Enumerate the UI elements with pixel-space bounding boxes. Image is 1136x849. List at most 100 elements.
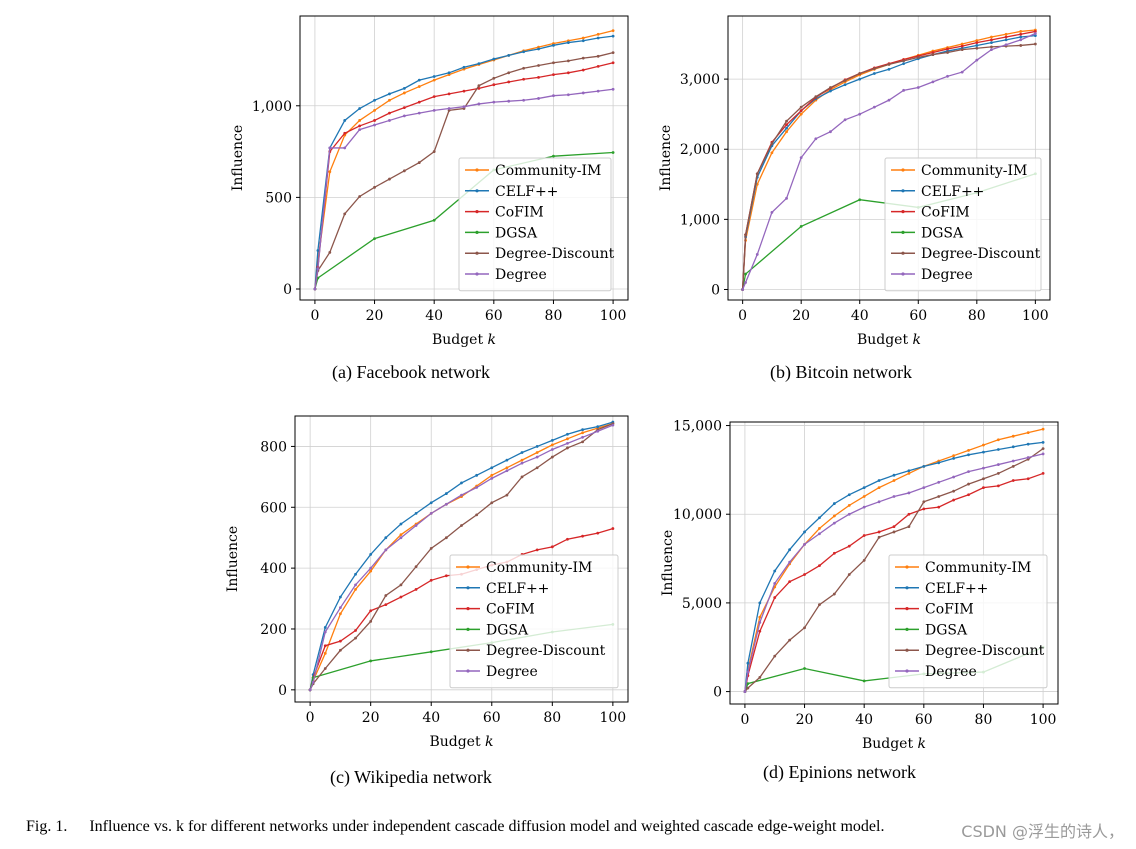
point-community-im (432, 78, 436, 82)
point-degree (931, 80, 935, 84)
point-cofim (462, 89, 466, 93)
point-celf (505, 458, 509, 462)
point-degree-discount (535, 466, 539, 470)
point-degree (432, 108, 436, 112)
y-axis-label: Influence (660, 530, 676, 596)
point-cofim (922, 507, 926, 511)
legend-label-cofim: CoFIM (486, 602, 535, 618)
point-celf (552, 43, 555, 47)
point-community-im (328, 170, 332, 174)
y-tick-label: 400 (260, 561, 287, 577)
point-degree-discount (323, 667, 327, 670)
point-degree (475, 486, 479, 489)
point-degree (1026, 456, 1030, 459)
point-community-im (566, 437, 569, 441)
point-degree (832, 521, 836, 525)
watermark: CSDN @浮生的诗人， (961, 822, 1124, 841)
x-tick-label: 60 (483, 710, 501, 726)
point-degree (343, 146, 347, 150)
point-degree-discount (388, 177, 391, 181)
point-cofim (444, 574, 448, 578)
point-degree (872, 105, 876, 109)
point-celf (535, 445, 539, 448)
point-celf (982, 450, 985, 454)
legend-marker-dgsa (466, 627, 470, 631)
point-cofim (550, 545, 554, 549)
point-degree-discount (872, 67, 876, 70)
point-celf (323, 626, 327, 629)
point-celf (358, 107, 362, 110)
point-degree-discount (803, 626, 806, 630)
legend-label-degree-discount: Degree-Discount (495, 246, 615, 262)
point-dgsa (611, 151, 615, 154)
point-degree-discount (902, 59, 906, 63)
legend-label-degree: Degree (486, 664, 538, 680)
point-degree (490, 476, 494, 480)
point-cofim (596, 531, 600, 535)
x-tick-label: 60 (485, 308, 503, 324)
point-cofim (384, 603, 388, 607)
point-degree-discount (877, 535, 881, 539)
point-degree-discount (490, 501, 494, 505)
point-degree-discount (967, 482, 970, 486)
point-cofim (417, 100, 421, 104)
figure-caption-text: Influence vs. k for different networks u… (89, 818, 885, 835)
series-line-cofim (314, 62, 614, 290)
x-axis-label-text: Budget (862, 736, 918, 752)
point-degree (1033, 32, 1037, 35)
point-degree (847, 512, 851, 516)
legend-marker-degree (905, 669, 909, 673)
point-cofim (877, 530, 881, 534)
point-degree (399, 536, 403, 540)
point-degree-discount (354, 636, 357, 640)
point-community-im (611, 29, 615, 33)
wikipedia-chart: 0 20 40 60 80 100 0 200 400 600 800 Budget k Influen… (225, 415, 629, 750)
point-community-im (818, 527, 821, 530)
series-line-community-im (309, 422, 614, 691)
point-cofim (803, 573, 806, 576)
point-celf (537, 47, 540, 51)
series-line-degree-discount (744, 448, 1044, 693)
x-axis-label: Budget k (429, 734, 493, 750)
point-cofim (373, 119, 376, 122)
point-celf (339, 595, 342, 599)
point-celf (788, 548, 792, 552)
point-cofim (323, 644, 327, 648)
point-cofim (522, 77, 526, 81)
point-degree (388, 119, 391, 122)
point-dgsa (429, 650, 433, 654)
point-celf (829, 89, 832, 93)
point-degree (858, 112, 862, 116)
point-degree (596, 89, 600, 93)
point-degree (550, 448, 554, 451)
point-degree-discount (770, 142, 774, 146)
x-tick-label: 60 (915, 712, 933, 728)
point-degree (946, 74, 949, 78)
point-cofim (1033, 30, 1037, 33)
point-degree-discount (755, 172, 759, 176)
point-cofim (339, 639, 342, 643)
point-dgsa (744, 272, 747, 276)
point-degree-discount (892, 530, 896, 534)
point-celf (1026, 442, 1030, 446)
point-celf (996, 448, 1000, 451)
point-celf (892, 473, 896, 477)
point-dgsa (369, 659, 373, 663)
legend-label-degree: Degree (921, 267, 973, 283)
axes-frame (294, 415, 629, 703)
caption-a: (a) Facebook network (332, 362, 490, 382)
point-cofim (552, 73, 555, 77)
point-degree (892, 495, 896, 498)
legend-box (458, 157, 612, 292)
point-degree (799, 156, 803, 160)
series-line-community-im (744, 428, 1044, 692)
point-cofim (581, 534, 584, 538)
y-tick-label: 5,000 (682, 596, 722, 612)
point-degree-discount (399, 583, 403, 587)
series-line-celf (314, 35, 614, 290)
x-tick-label: 20 (792, 308, 810, 324)
figure-caption: Fig. 1. Influence vs. k for different net… (26, 818, 884, 836)
point-cofim (402, 106, 406, 110)
point-celf (384, 536, 388, 540)
x-axis-label-text: Budget (857, 332, 913, 348)
